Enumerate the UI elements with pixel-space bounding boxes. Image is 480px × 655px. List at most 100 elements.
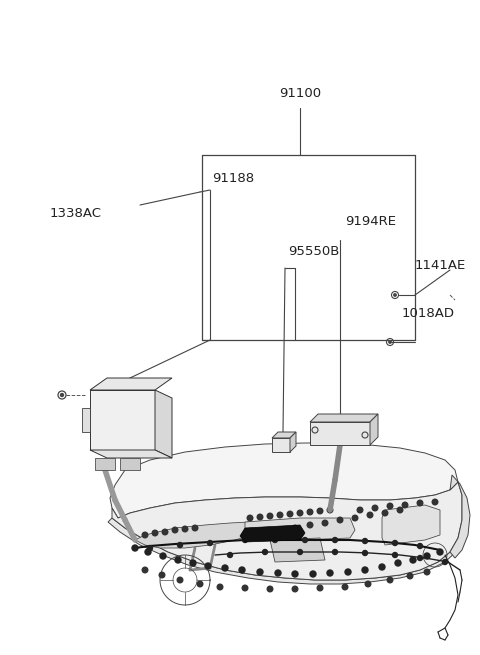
Polygon shape xyxy=(82,408,90,432)
Circle shape xyxy=(172,527,178,533)
Polygon shape xyxy=(272,438,290,452)
Circle shape xyxy=(177,577,183,583)
Circle shape xyxy=(307,522,313,528)
Circle shape xyxy=(292,571,298,577)
Circle shape xyxy=(247,533,253,538)
Circle shape xyxy=(362,567,368,573)
Circle shape xyxy=(418,555,422,561)
Circle shape xyxy=(362,550,368,555)
Circle shape xyxy=(242,585,248,591)
Polygon shape xyxy=(310,422,370,445)
Circle shape xyxy=(394,294,396,296)
Circle shape xyxy=(322,520,328,526)
Circle shape xyxy=(327,507,333,513)
Circle shape xyxy=(298,550,302,555)
Text: 1141AE: 1141AE xyxy=(415,259,466,272)
Circle shape xyxy=(310,571,316,577)
Circle shape xyxy=(267,586,273,592)
Circle shape xyxy=(327,570,333,576)
Polygon shape xyxy=(155,390,172,458)
Polygon shape xyxy=(108,518,462,584)
Circle shape xyxy=(389,341,391,343)
Circle shape xyxy=(190,560,196,566)
Circle shape xyxy=(162,529,168,534)
Circle shape xyxy=(222,565,228,571)
Circle shape xyxy=(345,569,351,575)
Circle shape xyxy=(152,530,158,536)
Text: 1338AC: 1338AC xyxy=(50,207,102,220)
Circle shape xyxy=(402,502,408,508)
Circle shape xyxy=(160,553,166,559)
Circle shape xyxy=(407,573,413,579)
Circle shape xyxy=(178,542,182,548)
Circle shape xyxy=(382,510,388,515)
Circle shape xyxy=(257,569,263,575)
Circle shape xyxy=(342,584,348,590)
Circle shape xyxy=(365,581,371,587)
Circle shape xyxy=(175,557,181,563)
Polygon shape xyxy=(310,414,378,422)
Polygon shape xyxy=(382,505,440,545)
Circle shape xyxy=(317,508,323,514)
Circle shape xyxy=(217,584,223,590)
Circle shape xyxy=(418,544,422,548)
Circle shape xyxy=(239,567,245,573)
Circle shape xyxy=(275,570,281,576)
Circle shape xyxy=(397,507,403,513)
Circle shape xyxy=(317,585,323,591)
Polygon shape xyxy=(240,525,305,542)
Circle shape xyxy=(393,540,397,546)
Circle shape xyxy=(367,512,373,518)
Polygon shape xyxy=(290,432,296,452)
Polygon shape xyxy=(370,414,378,445)
Circle shape xyxy=(333,550,337,555)
Circle shape xyxy=(263,550,267,555)
Polygon shape xyxy=(112,482,462,580)
Polygon shape xyxy=(120,458,140,470)
Polygon shape xyxy=(110,443,458,518)
Circle shape xyxy=(207,540,213,546)
Circle shape xyxy=(337,517,343,523)
Circle shape xyxy=(145,549,151,555)
Polygon shape xyxy=(135,522,260,548)
Circle shape xyxy=(257,514,263,520)
Circle shape xyxy=(362,538,368,544)
Circle shape xyxy=(297,510,303,515)
Circle shape xyxy=(424,569,430,575)
Circle shape xyxy=(262,530,268,536)
Circle shape xyxy=(410,557,416,563)
Circle shape xyxy=(132,545,138,551)
Circle shape xyxy=(159,572,165,578)
Circle shape xyxy=(437,549,443,555)
Circle shape xyxy=(393,553,397,557)
Circle shape xyxy=(197,581,203,587)
Circle shape xyxy=(379,564,385,570)
Circle shape xyxy=(387,577,393,583)
Circle shape xyxy=(292,586,298,592)
Circle shape xyxy=(267,514,273,519)
Polygon shape xyxy=(270,538,325,562)
Circle shape xyxy=(142,533,148,538)
Polygon shape xyxy=(245,518,355,540)
Circle shape xyxy=(352,515,358,521)
Circle shape xyxy=(333,538,337,542)
Circle shape xyxy=(273,538,277,542)
Circle shape xyxy=(60,394,63,396)
Circle shape xyxy=(287,511,293,517)
Polygon shape xyxy=(95,458,115,470)
Text: 1018AD: 1018AD xyxy=(402,307,455,320)
Polygon shape xyxy=(90,390,155,450)
Circle shape xyxy=(372,505,378,511)
Polygon shape xyxy=(90,378,172,390)
Circle shape xyxy=(147,546,153,550)
Circle shape xyxy=(292,525,298,531)
Circle shape xyxy=(277,512,283,518)
Circle shape xyxy=(192,525,198,531)
Text: 91100: 91100 xyxy=(279,87,321,100)
Circle shape xyxy=(182,526,188,532)
Circle shape xyxy=(142,567,148,573)
Circle shape xyxy=(395,560,401,566)
Circle shape xyxy=(302,538,308,542)
Circle shape xyxy=(443,559,447,565)
Circle shape xyxy=(424,553,430,559)
